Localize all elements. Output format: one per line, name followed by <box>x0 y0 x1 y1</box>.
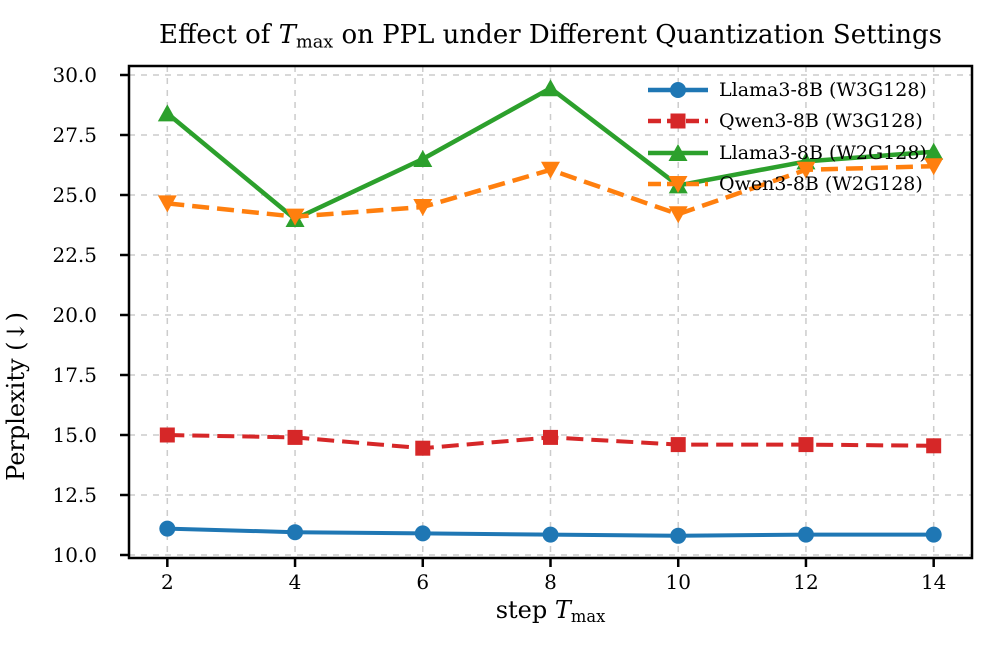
title-variable-subscript: max <box>295 32 334 53</box>
legend: Llama3-8B (W3G128) Qwen3-8B (W3G128) Llama… <box>646 74 927 200</box>
x-tick-label: 10 <box>665 570 691 594</box>
series-marker <box>285 208 305 226</box>
x-tick-label: 2 <box>160 570 174 594</box>
x-label-variable-subscript: max <box>570 607 606 627</box>
legend-entry: Qwen3-8B (W3G128) <box>646 106 927 138</box>
legend-label: Llama3-8B (W2G128) <box>719 141 927 164</box>
series-marker <box>542 526 559 543</box>
legend-label: Llama3-8B (W3G128) <box>719 78 927 101</box>
series-marker <box>926 438 942 454</box>
series-marker <box>541 79 560 97</box>
series-marker <box>415 440 431 456</box>
y-tick-label: 12.5 <box>52 483 97 507</box>
legend-entry: Llama3-8B (W3G128) <box>646 74 927 106</box>
y-tick-label: 20.0 <box>52 303 97 327</box>
title-suffix: on PPL under Different Quantization Sett… <box>333 20 943 50</box>
title-prefix: Effect of <box>158 20 279 50</box>
series-marker <box>924 142 944 160</box>
y-tick-label: 30.0 <box>52 63 97 87</box>
legend-triangle-up-icon <box>648 143 708 161</box>
series-marker <box>157 195 177 213</box>
y-tick-label: 15.0 <box>52 423 97 447</box>
series-marker <box>157 104 177 122</box>
y-axis-label-text: Perplexity (↓) <box>2 312 30 481</box>
y-tick-label: 25.0 <box>52 183 97 207</box>
series-marker <box>924 158 944 176</box>
legend-entry: Qwen3-8B (W2G128) <box>646 169 927 201</box>
x-label-variable: T <box>554 596 571 624</box>
series-marker <box>413 199 433 216</box>
x-tick-label: 12 <box>793 570 819 594</box>
series-marker <box>925 526 942 543</box>
chart-title: Effect of Tmax on PPL under Different Qu… <box>129 20 972 57</box>
legend-triangle-down-icon <box>648 176 708 194</box>
series-marker <box>543 429 558 445</box>
legend-label: Qwen3-8B (W3G128) <box>719 110 923 133</box>
x-axis-label: step Tmax <box>129 596 972 626</box>
legend-marker-sample <box>670 81 686 98</box>
series-marker <box>796 161 816 179</box>
y-tick-label: 22.5 <box>52 243 97 267</box>
x-tick-label: 4 <box>288 570 302 594</box>
legend-marker-sample <box>668 143 688 161</box>
series-marker <box>287 524 304 541</box>
x-tick-label: 6 <box>416 570 430 594</box>
x-tick-label: 8 <box>544 570 557 594</box>
series-marker <box>413 150 433 167</box>
legend-square-icon <box>648 113 708 129</box>
legend-marker-sample <box>668 176 688 194</box>
y-tick-label: 10.0 <box>52 543 97 567</box>
x-label-prefix: step <box>495 596 555 624</box>
series-marker <box>668 206 688 224</box>
legend-label: Qwen3-8B (W2G128) <box>719 173 923 196</box>
series-marker <box>541 161 560 179</box>
x-tick-label: 14 <box>920 570 947 594</box>
series-marker <box>798 437 814 453</box>
title-variable: T <box>278 20 296 50</box>
series-marker <box>797 526 814 543</box>
legend-entry: Llama3-8B (W2G128) <box>646 137 927 169</box>
legend-marker-sample <box>670 113 686 129</box>
series-marker <box>670 527 687 544</box>
series-marker <box>159 520 176 537</box>
series-marker <box>159 427 175 443</box>
series-marker <box>414 525 431 542</box>
series-marker <box>670 437 686 453</box>
y-tick-label: 27.5 <box>52 123 97 147</box>
y-tick-label: 17.5 <box>52 363 97 387</box>
series-marker <box>287 429 303 445</box>
legend-circle-icon <box>648 81 708 98</box>
